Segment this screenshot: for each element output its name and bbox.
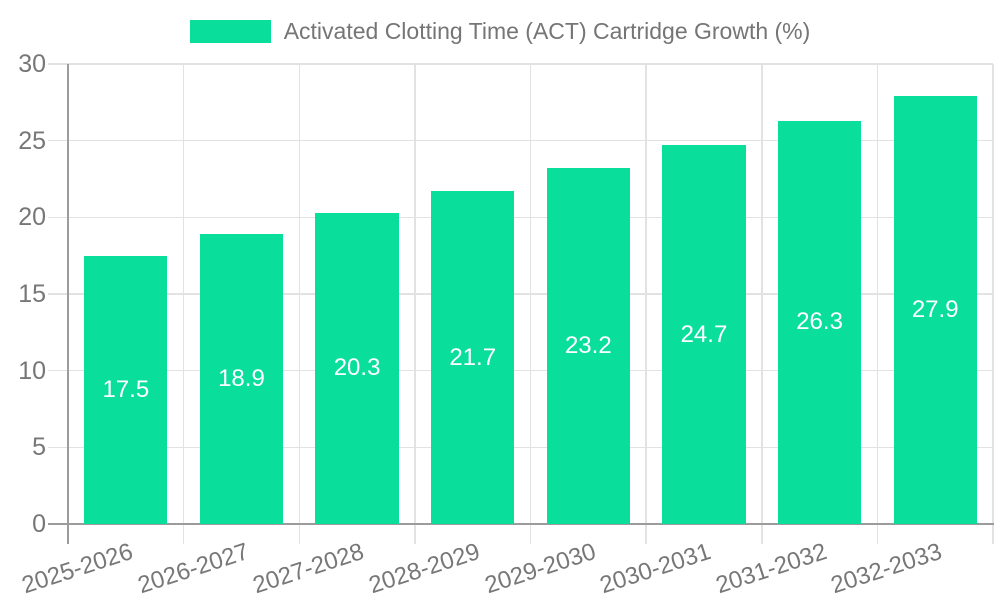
x-axis-tick-label: 2027-2028 <box>249 538 368 600</box>
bar-value-label: 24.7 <box>680 320 728 348</box>
bar-value-label: 20.3 <box>333 354 381 382</box>
x-axis-tick-label: 2029-2030 <box>481 538 599 600</box>
bar-value-label: 17.5 <box>102 375 150 403</box>
gridline-h <box>48 216 993 219</box>
y-axis-line <box>67 64 69 544</box>
y-axis-tick-label: 30 <box>18 50 46 78</box>
gridline-v <box>761 64 763 544</box>
bar-value-label: 21.7 <box>449 343 497 371</box>
gridline-v <box>298 64 300 544</box>
gridline-v <box>529 64 532 544</box>
x-axis-tick-label: 2025-2026 <box>18 538 137 600</box>
x-axis-tick-label: 2032-2033 <box>828 538 946 600</box>
legend-label: Activated Clotting Time (ACT) Cartridge … <box>283 18 811 44</box>
x-axis-tick-label: 2026-2027 <box>134 538 252 600</box>
y-axis-tick-label: 15 <box>18 280 46 308</box>
gridline-h <box>48 63 993 65</box>
gridline-h <box>48 369 993 372</box>
gridline-h <box>48 293 993 295</box>
bar-value-label: 18.9 <box>218 365 265 393</box>
bar[interactable]: 24.7 <box>662 145 746 524</box>
bar-value-label: 23.2 <box>564 332 612 360</box>
bar[interactable]: 20.3 <box>315 212 399 524</box>
gridline-v <box>992 64 994 544</box>
gridline-v <box>645 64 647 544</box>
bar[interactable]: 27.9 <box>893 96 977 524</box>
y-axis-tick-label: 20 <box>18 203 46 232</box>
gridline-v <box>182 64 185 544</box>
gridline-h <box>48 446 993 449</box>
y-axis-tick-label: 0 <box>32 510 46 538</box>
bar[interactable]: 23.2 <box>546 168 630 524</box>
bar-value-label: 26.3 <box>796 308 843 336</box>
y-axis-tick-label: 5 <box>32 433 46 462</box>
legend-swatch <box>189 20 271 43</box>
x-axis-tick-label: 2030-2031 <box>596 538 715 600</box>
x-axis-line <box>48 523 994 525</box>
gridline-v <box>414 64 416 544</box>
bar[interactable]: 21.7 <box>431 191 515 524</box>
bar[interactable]: 26.3 <box>777 120 862 524</box>
y-axis-tick-label: 10 <box>18 356 46 385</box>
bar-value-label: 27.9 <box>911 296 959 324</box>
y-axis-tick-label: 25 <box>18 126 46 155</box>
gridline-v <box>876 64 879 544</box>
bar[interactable]: 18.9 <box>199 234 284 524</box>
legend[interactable]: Activated Clotting Time (ACT) Cartridge … <box>0 19 1000 44</box>
x-axis-tick-label: 2031-2032 <box>712 538 830 600</box>
gridline-h <box>48 139 993 142</box>
x-axis-tick-label: 2028-2029 <box>365 538 484 600</box>
bar[interactable]: 17.5 <box>84 255 168 524</box>
